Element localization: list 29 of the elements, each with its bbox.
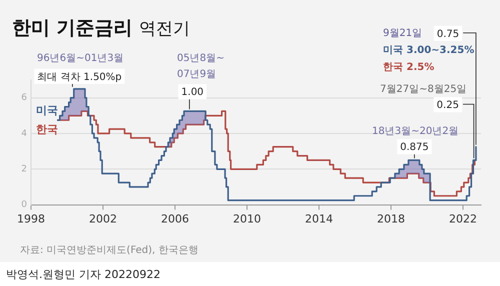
text: 96년6월~01년3월: [37, 53, 124, 64]
text: 박영석.원형민 기자 20220922: [6, 268, 160, 281]
y-tick-label: 4: [21, 128, 28, 139]
text: 자료: 미국연방준비제도(Fed), 한국은행: [20, 245, 198, 256]
x-tick-label: 2022: [449, 212, 477, 226]
text: 9월21일: [383, 28, 422, 39]
annotation: 0.875: [400, 142, 429, 154]
series-label: 미국: [36, 104, 58, 117]
annotation: 최대 격차 1.50%p: [37, 72, 122, 83]
x-tick-label: 2002: [89, 212, 117, 226]
annotation: 0.75: [436, 28, 460, 40]
y-tick-label: 0: [21, 200, 28, 210]
series-label: 한국: [36, 123, 58, 136]
x-tick-label: 2006: [161, 212, 189, 226]
text: 미국 3.00~3.25%: [383, 45, 474, 56]
x-tick-label: 2018: [377, 212, 405, 226]
text: 05년8월~: [177, 53, 224, 64]
x-tick-label: 2010: [233, 212, 261, 226]
y-tick-label: 2: [21, 164, 27, 174]
annotation: 0.25: [436, 100, 459, 112]
y-tick-label: 6: [21, 93, 28, 104]
x-tick-label: 1998: [17, 212, 45, 226]
text: 07년9월: [177, 69, 216, 80]
chart-title: 한미 기준금리 역전기: [12, 17, 190, 39]
x-tick-label: 2014: [305, 212, 333, 226]
text: 한국 2.5%: [383, 62, 434, 73]
annotation: 18년3월~20년2월: [372, 126, 459, 137]
annotation: 7월27일~8월25일: [380, 84, 467, 95]
annotation: 1.00: [181, 87, 204, 98]
